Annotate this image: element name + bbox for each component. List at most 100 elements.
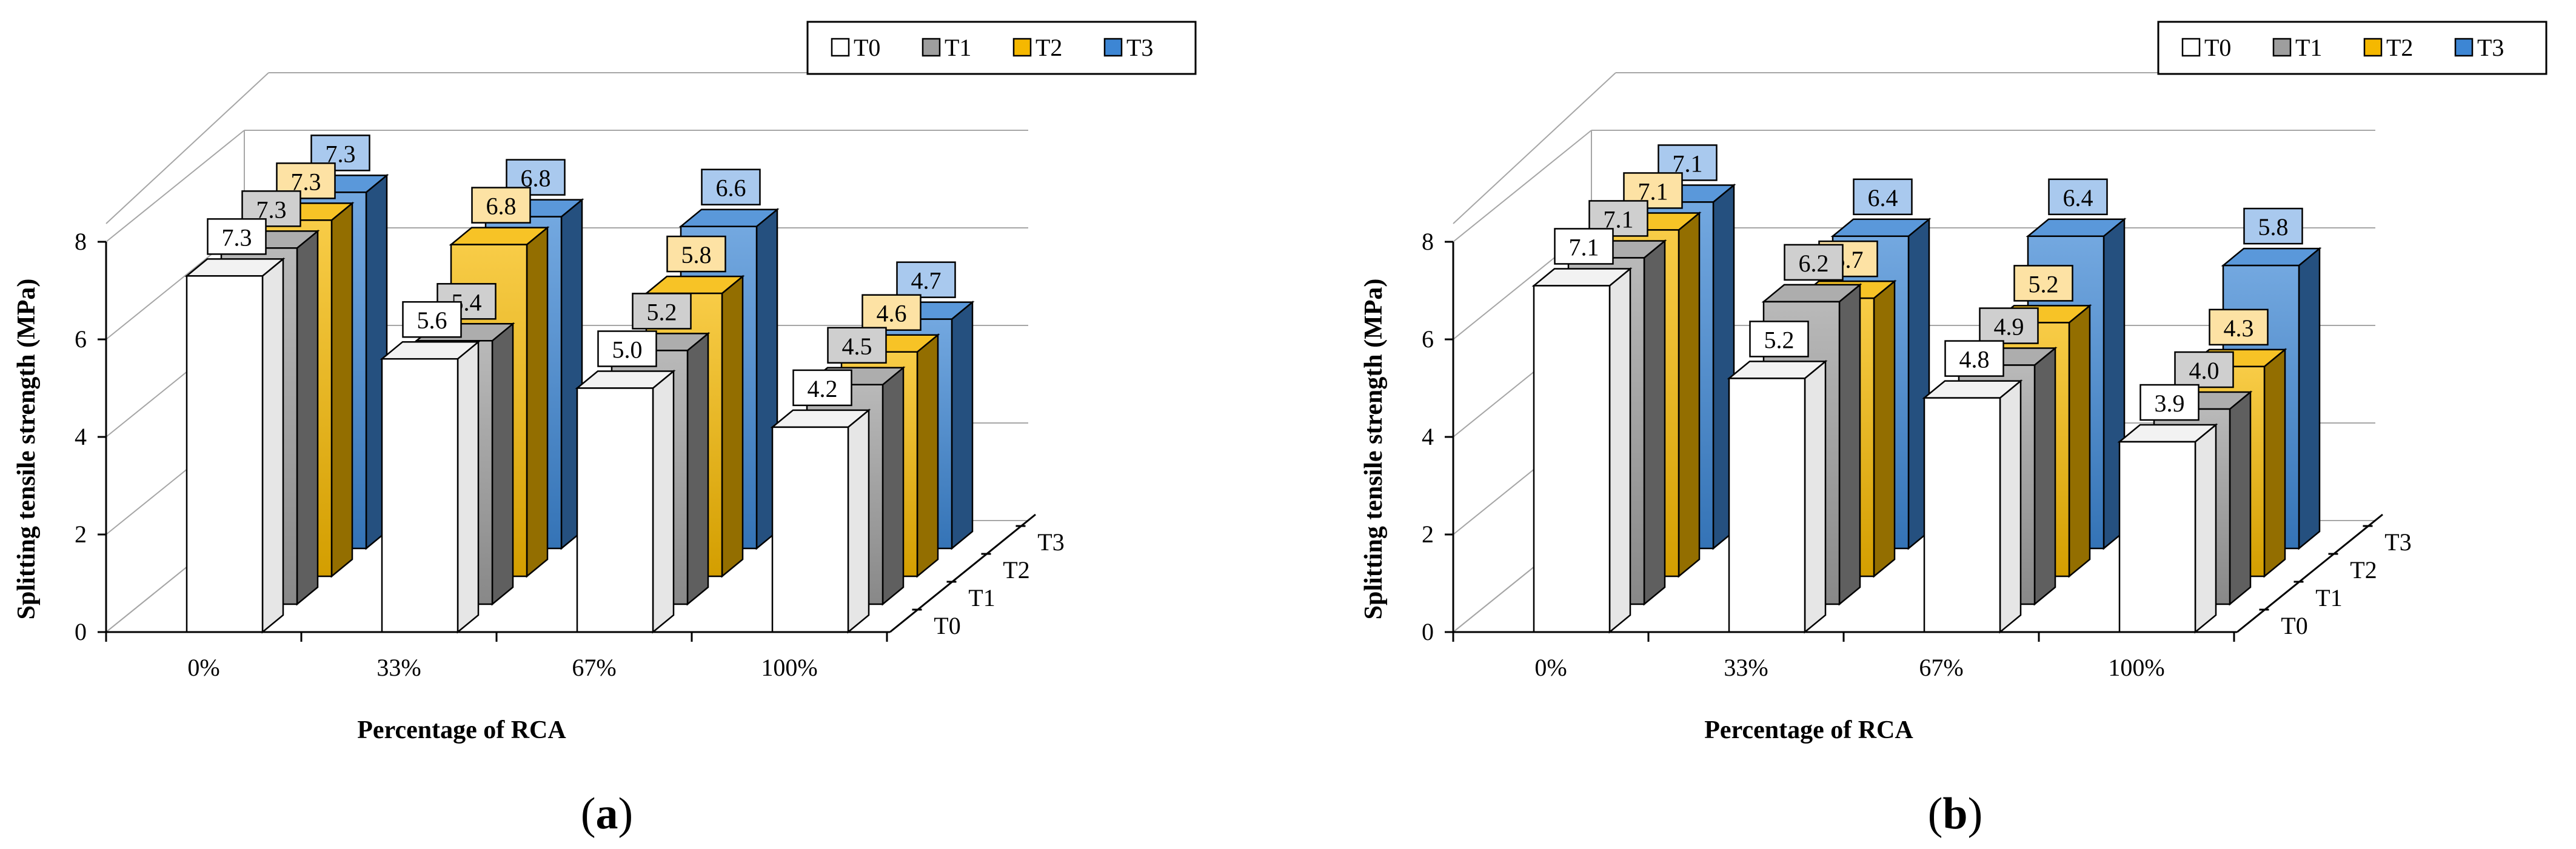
- bar-front-face: [1923, 397, 2001, 633]
- data-labels: 7.36.8 6.64.77.36.85.84.67.35.4 5.24.57.35…: [207, 135, 956, 407]
- data-label-text: 6.2: [1799, 250, 1829, 277]
- data-label-box: [1853, 178, 1913, 216]
- data-label-text: 4.3: [2224, 315, 2254, 342]
- y-tick-label: 2: [75, 521, 87, 548]
- bar-side-face: [2298, 247, 2321, 550]
- bars: [184, 173, 975, 634]
- data-label-T1-3: 4.5: [827, 327, 887, 364]
- y-tick-label: 6: [75, 325, 87, 353]
- data-label-box: [1749, 321, 1809, 358]
- bar-side-face: [882, 366, 905, 606]
- data-label-box: [896, 261, 956, 298]
- depth-label: T2: [2350, 556, 2377, 584]
- legend-box: [806, 21, 1197, 75]
- data-label-T1-2: 5.2: [632, 293, 692, 330]
- legend-label: T2: [2386, 34, 2413, 61]
- legend-item-T2: T2: [2363, 34, 2413, 61]
- bar-side-face: [457, 340, 480, 634]
- bar-front-face: [2118, 441, 2196, 633]
- data-label-text: 5.2: [2029, 270, 2059, 298]
- y-tick-label: 0: [75, 618, 87, 645]
- bar-T0-100pct: [770, 408, 871, 634]
- data-label-text: 5.2: [1764, 326, 1795, 353]
- bar-side-face: [2229, 390, 2252, 606]
- data-label-T3-2: 6.6: [701, 168, 761, 205]
- legend-box: [2157, 21, 2548, 75]
- bar-T0-0pct: [184, 257, 286, 634]
- bar-side-face: [330, 201, 353, 578]
- x-category-label: 33%: [376, 654, 421, 681]
- data-label-T0-0: 7.3: [207, 218, 267, 255]
- depth-label: T3: [1037, 528, 1064, 556]
- data-label-T2-3: 4.6: [861, 294, 922, 331]
- data-label-text: 4.7: [911, 267, 942, 295]
- legend: T0 T1 T2 T3: [2157, 21, 2548, 75]
- data-label-box: [207, 218, 267, 255]
- x-category-label: 67%: [572, 654, 616, 681]
- data-label-T2-0: 7.1: [1623, 172, 1683, 209]
- bar-T0-67pct: [575, 369, 676, 634]
- legend-swatch: [922, 38, 941, 57]
- data-label-box: [2139, 384, 2200, 421]
- data-label-box: [2243, 207, 2303, 245]
- data-label-box: [1979, 307, 2039, 344]
- data-label-box: [792, 369, 852, 407]
- bar-T0-100pct: [2117, 423, 2218, 634]
- bar-side-face: [1804, 359, 1827, 634]
- x-category-label: 100%: [761, 654, 817, 681]
- bar-T0-67pct: [1922, 379, 2023, 634]
- data-label-text: 5.2: [647, 298, 677, 325]
- legend-swatch: [1012, 38, 1032, 57]
- bar-side-face: [2263, 348, 2286, 578]
- data-label-text: 4.9: [1994, 313, 2024, 341]
- bar-T0-33pct: [380, 340, 481, 634]
- bar-front-face: [1533, 285, 1611, 633]
- data-label-box: [701, 168, 761, 205]
- data-label-box: [1554, 228, 1614, 265]
- bar-front-face: [1728, 378, 1806, 633]
- depth-label: T0: [934, 612, 960, 639]
- y-axis-title: Splitting tensile strength (MPa): [13, 279, 41, 620]
- data-label-box: [2048, 178, 2108, 216]
- x-category-label: 100%: [2108, 654, 2164, 681]
- legend-item-T3: T3: [1103, 34, 1153, 61]
- bar-side-face: [2194, 423, 2217, 634]
- depth-label: T1: [2315, 584, 2342, 611]
- data-label-T3-3: 4.7: [896, 261, 956, 298]
- data-label-T0-0: 7.1: [1554, 228, 1614, 265]
- data-label-T3-0: 7.3: [310, 135, 370, 171]
- x-category-label: 33%: [1724, 654, 1768, 681]
- bar-side-face: [1838, 283, 1861, 606]
- depth-label: T2: [1003, 556, 1029, 584]
- bar-T0-33pct: [1727, 359, 1828, 634]
- y-axis-title: Splitting tensile strength (MPa): [1360, 279, 1388, 620]
- data-label-box: [666, 235, 726, 273]
- legend-label: T1: [945, 34, 971, 61]
- bar-side-face: [526, 225, 549, 578]
- data-label-T1-2: 4.9: [1979, 307, 2039, 344]
- data-label-text: 3.9: [2155, 390, 2185, 417]
- data-label-text: 6.4: [1868, 184, 1898, 211]
- data-label-T3-2: 6.4: [2048, 178, 2108, 216]
- data-label-T2-3: 4.3: [2209, 308, 2269, 346]
- bar-side-face: [686, 331, 709, 606]
- bar-side-face: [1608, 267, 1631, 634]
- bar-side-face: [721, 275, 744, 578]
- data-label-T1-1: 6.2: [1784, 244, 1844, 281]
- wall-top-diagonal: [1453, 72, 1616, 224]
- depth-label: T0: [2281, 612, 2307, 639]
- data-label-box: [1588, 200, 1648, 237]
- data-label-box: [2209, 308, 2269, 346]
- data-label-text: 4.0: [2189, 357, 2220, 384]
- data-label-T0-2: 4.8: [1944, 340, 2004, 377]
- data-label-text: 4.2: [808, 375, 838, 402]
- bar-side-face: [491, 322, 514, 606]
- legend-item-T2: T2: [1012, 34, 1062, 61]
- data-label-T3-1: 6.4: [1853, 178, 1913, 216]
- data-label-T2-1: 6.8: [471, 187, 531, 224]
- bar-side-face: [2033, 346, 2056, 606]
- legend-label: T0: [2204, 34, 2231, 61]
- data-label-text: 5.6: [417, 307, 447, 334]
